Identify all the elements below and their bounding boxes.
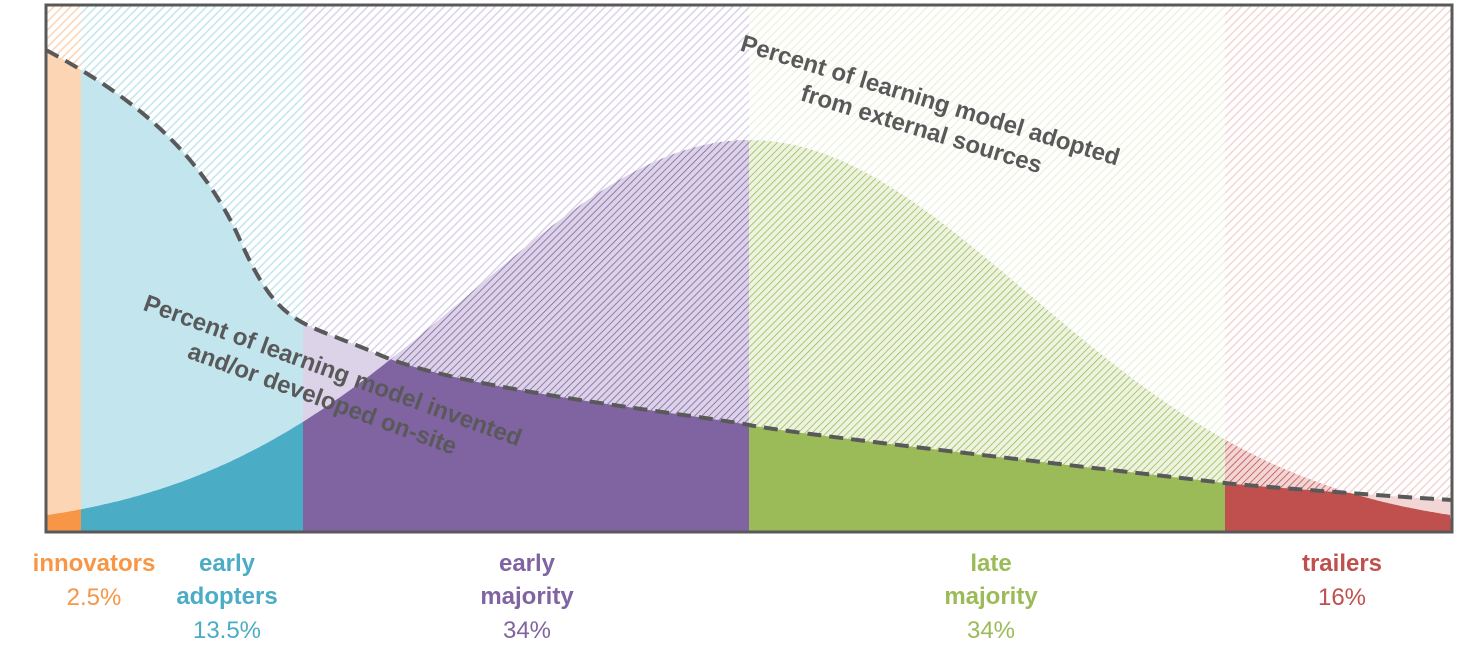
segment-label: majority bbox=[944, 583, 1038, 610]
segment-share: 16% bbox=[1318, 584, 1366, 611]
segment-label: innovators bbox=[33, 550, 156, 577]
segment-label: late bbox=[970, 550, 1011, 577]
segment-label: majority bbox=[480, 583, 574, 610]
segment-share: 34% bbox=[967, 617, 1015, 644]
segment-column bbox=[303, 5, 749, 532]
segment-curve-solid bbox=[303, 140, 749, 532]
segment-column bbox=[1225, 5, 1452, 532]
segment-column bbox=[46, 5, 81, 532]
segment-onsite-area bbox=[81, 69, 303, 532]
segment-background bbox=[1225, 5, 1452, 532]
segment-label: early bbox=[199, 550, 256, 577]
segment-curve-hatch bbox=[749, 140, 1225, 532]
segment-label: early bbox=[499, 550, 556, 577]
segment-label: adopters bbox=[176, 583, 277, 610]
frame bbox=[44, 3, 1454, 534]
segment-column bbox=[81, 5, 303, 532]
segment-share: 2.5% bbox=[67, 584, 122, 611]
segment-share: 13.5% bbox=[193, 617, 261, 644]
segment-onsite-area bbox=[46, 50, 81, 532]
segment-share: 34% bbox=[503, 617, 551, 644]
dashed-divider bbox=[45, 48, 1453, 502]
segment-column bbox=[749, 5, 1225, 532]
segment-label: trailers bbox=[1302, 550, 1382, 577]
